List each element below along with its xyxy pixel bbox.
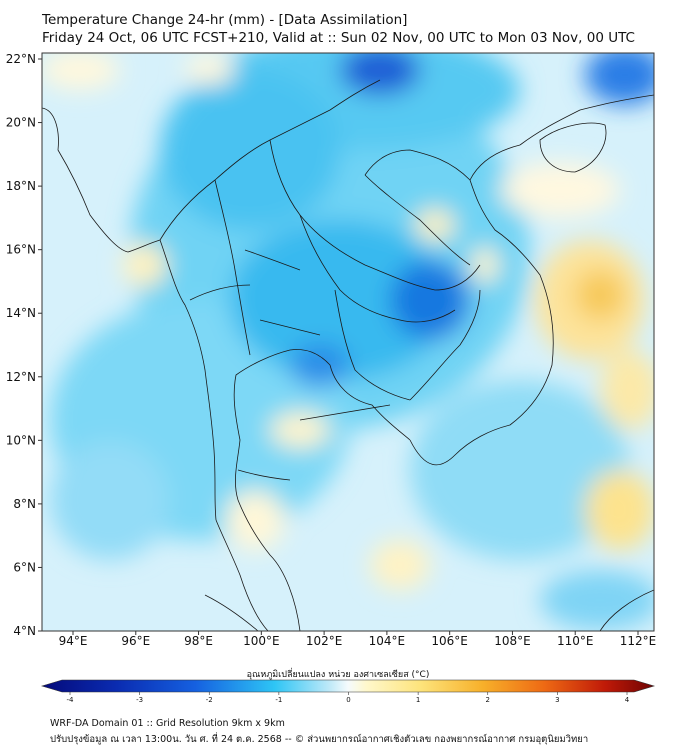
- colorbar-tick-label: -1: [275, 696, 282, 704]
- x-tick-label: 104°E: [369, 634, 406, 648]
- x-tick-label: 96°E: [121, 634, 150, 648]
- x-tick-label: 106°E: [431, 634, 468, 648]
- coastlines: [42, 79, 654, 631]
- colorbar-tick-label: -3: [136, 696, 143, 704]
- y-axis: 22°N 20°N 18°N 16°N 14°N 12°N 10°N 8°N 6°N 4°N: [6, 52, 42, 638]
- colorbar-tick-label: 1: [416, 696, 420, 704]
- y-tick-label: 18°N: [6, 179, 36, 193]
- colorbar-tick-label: 4: [625, 696, 630, 704]
- y-tick-label: 22°N: [6, 52, 36, 66]
- colorbar-tick-label: -4: [67, 696, 75, 704]
- footer-credit: ปรับปรุงข้อมูล ณ เวลา 13:00น. วัน ศ. ที่…: [50, 734, 589, 745]
- y-tick-label: 10°N: [6, 433, 36, 447]
- x-tick-label: 100°E: [243, 634, 280, 648]
- x-tick-label: 110°E: [557, 634, 594, 648]
- y-tick-label: 14°N: [6, 306, 36, 320]
- y-tick-label: 8°N: [13, 497, 36, 511]
- colorbar-tick-label: 0: [346, 696, 350, 704]
- y-tick-label: 16°N: [6, 243, 36, 257]
- x-tick-label: 94°E: [59, 634, 88, 648]
- y-tick-label: 12°N: [6, 370, 36, 384]
- colorbar-tick-label: -2: [206, 696, 213, 704]
- map-title: Temperature Change 24-hr (mm) - [Data As…: [42, 12, 408, 28]
- y-tick-label: 6°N: [13, 560, 36, 574]
- colorbar: -4 -3 -2 -1 0 1 2 3 4: [40, 679, 656, 704]
- x-tick-label: 112°E: [620, 634, 657, 648]
- y-tick-label: 20°N: [6, 116, 36, 130]
- x-tick-label: 102°E: [306, 634, 343, 648]
- x-axis: 94°E 96°E 98°E 100°E 102°E 104°E 106°E 108°E 110…: [59, 631, 657, 648]
- temperature-field: [42, 53, 654, 631]
- x-tick-label: 108°E: [494, 634, 531, 648]
- colorbar-tick-label: 2: [486, 696, 490, 704]
- colorbar-title: อุณหภูมิเปลี่ยนแปลง หน่วย องศาเซลเซียส (…: [246, 670, 430, 680]
- map-subtitle: Friday 24 Oct, 06 UTC FCST+210, Valid at…: [42, 30, 635, 46]
- footer-model-info: WRF-DA Domain 01 :: Grid Resolution 9km …: [50, 718, 285, 729]
- colorbar-tick-label: 3: [555, 696, 559, 704]
- y-tick-label: 4°N: [13, 624, 36, 638]
- x-tick-label: 98°E: [184, 634, 213, 648]
- plot-frame: [41, 52, 655, 632]
